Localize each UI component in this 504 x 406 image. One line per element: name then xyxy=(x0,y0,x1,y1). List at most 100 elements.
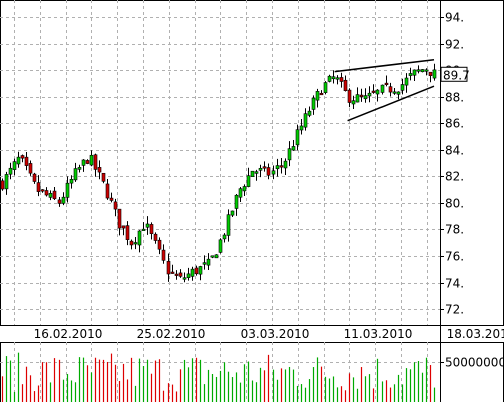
candle-down xyxy=(121,225,126,229)
candle-up xyxy=(214,254,219,259)
candle-up xyxy=(295,129,300,146)
candle-up xyxy=(355,94,360,103)
candle-up xyxy=(246,175,251,187)
candle-down xyxy=(174,273,179,276)
y-tick-label: 88. xyxy=(445,91,464,105)
x-tick-label: 16.02.2010 xyxy=(34,327,103,341)
candle-up xyxy=(335,77,340,80)
candle-up xyxy=(323,82,328,93)
candle-up xyxy=(226,214,231,236)
candle-up xyxy=(238,188,243,198)
y-tick-label: 74. xyxy=(445,277,464,291)
candle-up xyxy=(412,69,417,76)
candle-up xyxy=(315,91,320,101)
candle-down xyxy=(93,154,98,170)
candle-up xyxy=(77,167,82,170)
candle-down xyxy=(319,92,324,96)
candle-up xyxy=(291,146,296,151)
last-price-label: 89.7 xyxy=(443,68,470,82)
candle-up xyxy=(250,170,255,177)
candle-up xyxy=(202,262,207,265)
y-tick-label: 94. xyxy=(445,11,464,25)
candle-up xyxy=(432,69,437,79)
candle-up xyxy=(137,230,142,246)
candle-up xyxy=(73,168,78,181)
candle-up xyxy=(396,91,401,95)
candle-up xyxy=(375,89,380,95)
candle-up xyxy=(327,75,332,82)
y-tick-label: 80. xyxy=(445,197,464,211)
candle-down xyxy=(117,208,122,229)
candle-up xyxy=(210,255,215,258)
candle-up xyxy=(420,69,425,73)
candle-up xyxy=(222,234,227,240)
candle-up xyxy=(416,69,421,72)
candle-up xyxy=(380,84,385,93)
candle-up xyxy=(230,210,235,216)
candle-down xyxy=(149,224,154,234)
candle-up xyxy=(408,73,413,76)
candle-up xyxy=(141,228,146,231)
candle-down xyxy=(161,249,166,261)
candle-up xyxy=(48,193,53,198)
candle-down xyxy=(0,180,5,190)
candle-up xyxy=(12,161,17,170)
candle-up xyxy=(307,110,312,116)
candle-down xyxy=(36,182,41,192)
trendline-upper xyxy=(334,58,435,73)
candle-down xyxy=(28,163,33,174)
last-price-box xyxy=(440,66,468,82)
candle-down xyxy=(178,272,183,277)
candle-down xyxy=(129,240,134,246)
candle-down xyxy=(170,271,175,274)
x-tick-label: 11.03.2010 xyxy=(344,327,413,341)
candle-down xyxy=(24,156,29,166)
candle-up xyxy=(275,165,280,170)
x-tick-label: 25.02.2010 xyxy=(137,327,206,341)
candle-up xyxy=(351,100,356,105)
candle-up xyxy=(69,179,74,184)
candle-up xyxy=(287,148,292,161)
candle-down xyxy=(85,160,90,164)
y-tick-label: 72. xyxy=(445,303,464,317)
candle-down xyxy=(166,261,171,275)
candle-down xyxy=(20,155,25,159)
candle-up xyxy=(303,113,308,128)
candle-down xyxy=(32,173,37,182)
x-tick-label: 03.03.2010 xyxy=(241,327,310,341)
candle-up xyxy=(400,84,405,91)
candle-up xyxy=(89,154,94,166)
candle-up xyxy=(404,77,409,86)
candle-up xyxy=(424,69,429,72)
y-tick-label: 86. xyxy=(445,117,464,131)
candle-down xyxy=(101,172,106,182)
candle-up xyxy=(206,258,211,266)
candle-up xyxy=(65,182,70,198)
candle-up xyxy=(258,167,263,171)
candle-down xyxy=(52,190,57,200)
candle-down xyxy=(428,71,433,76)
candle-up xyxy=(182,277,187,280)
candle-down xyxy=(44,190,49,196)
candle-down xyxy=(384,82,389,85)
candle-down xyxy=(266,167,271,176)
candle-up xyxy=(133,242,138,245)
candle-down xyxy=(262,166,267,169)
candle-down xyxy=(388,86,393,93)
candle-down xyxy=(347,89,352,103)
y-tick-label: 84. xyxy=(445,144,464,158)
candle-up xyxy=(61,196,66,204)
candle-down xyxy=(109,197,114,201)
candle-up xyxy=(363,95,368,100)
x-tick-label: 18.03.2010 xyxy=(447,327,504,341)
candle-down xyxy=(40,189,45,192)
candle-up xyxy=(311,97,316,110)
candle-up xyxy=(218,239,223,253)
candle-up xyxy=(4,174,9,190)
candle-down xyxy=(359,94,364,97)
candle-down xyxy=(194,267,199,275)
candle-up xyxy=(8,167,13,175)
candle-down xyxy=(339,77,344,82)
